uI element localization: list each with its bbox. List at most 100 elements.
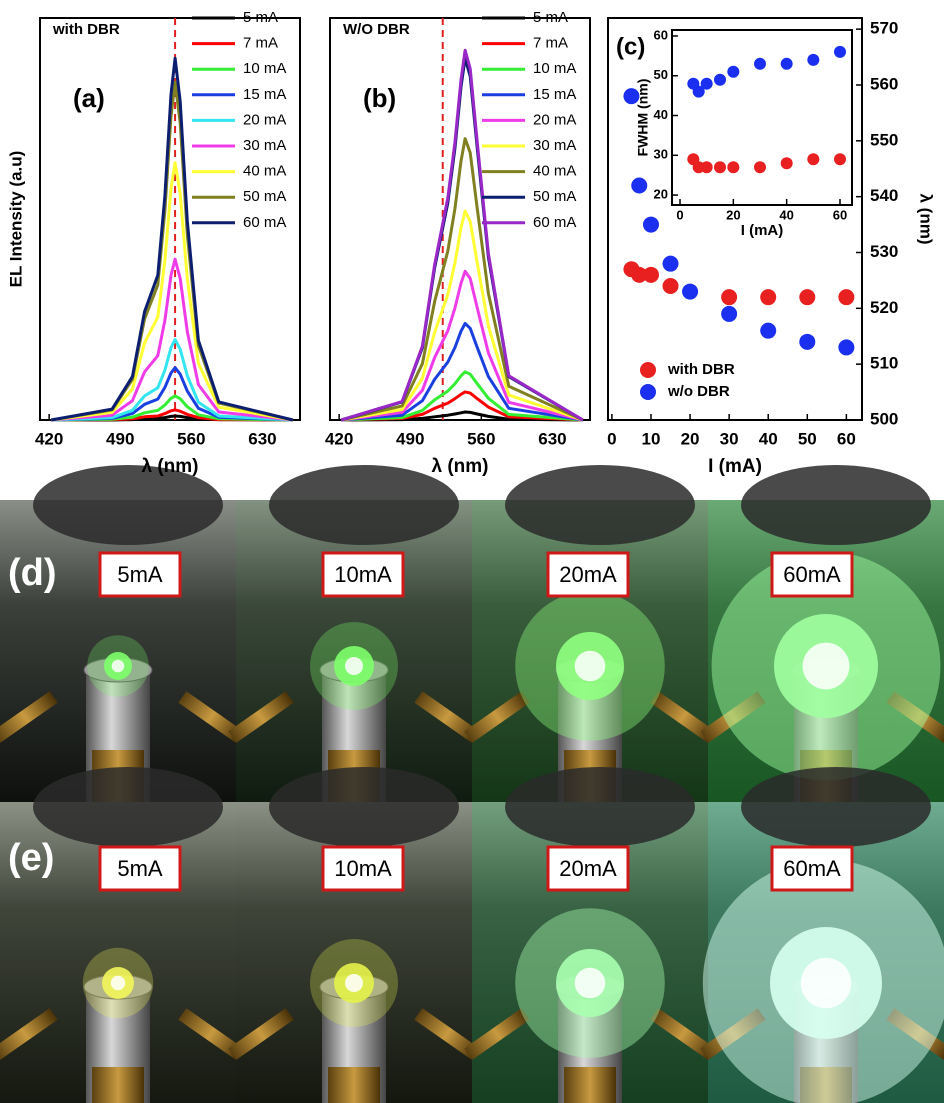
current-label: 5mA bbox=[117, 856, 163, 881]
panel-label: (c) bbox=[616, 33, 645, 60]
panel-annotation: with DBR bbox=[52, 21, 120, 38]
y-tick-label: 30 bbox=[654, 147, 668, 162]
panel-annotation: W/O DBR bbox=[343, 21, 410, 38]
x-tick-label: 30 bbox=[720, 429, 739, 448]
x-tick-label: 40 bbox=[759, 429, 778, 448]
lens-housing bbox=[505, 465, 695, 545]
y-axis-label: FWHM (nm) bbox=[635, 79, 651, 157]
data-point bbox=[760, 289, 776, 305]
data-point bbox=[643, 217, 659, 233]
brass-mount bbox=[328, 1067, 380, 1103]
data-point bbox=[754, 58, 766, 70]
data-point bbox=[799, 289, 815, 305]
data-point bbox=[714, 74, 726, 86]
glow-core bbox=[345, 974, 363, 992]
y-tick-label: 500 bbox=[870, 409, 898, 428]
panel-label: (e) bbox=[8, 837, 54, 879]
data-point bbox=[760, 323, 776, 339]
brass-mount bbox=[92, 1067, 144, 1103]
x-axis-label: λ (nm) bbox=[432, 456, 489, 477]
current-label: 10mA bbox=[334, 562, 392, 587]
data-point bbox=[643, 267, 659, 283]
panel-label: (a) bbox=[73, 83, 105, 113]
legend-label: 7 mA bbox=[243, 35, 278, 52]
x-tick-label: 420 bbox=[325, 429, 353, 448]
legend-label: 10 mA bbox=[533, 60, 576, 77]
glow-core bbox=[575, 968, 606, 999]
current-label: 20mA bbox=[559, 856, 617, 881]
data-point bbox=[701, 78, 713, 90]
data-point bbox=[663, 278, 679, 294]
y-tick-label: 40 bbox=[654, 107, 668, 122]
x-tick-label: 20 bbox=[681, 429, 700, 448]
data-point bbox=[682, 284, 698, 300]
legend-label: 30 mA bbox=[533, 137, 576, 154]
figure: 5mA10mA20mA60mA(d)5mA10mA20mA60mA(e)4204… bbox=[0, 0, 944, 1103]
data-point bbox=[834, 153, 846, 165]
x-tick-label: 490 bbox=[396, 429, 424, 448]
x-tick-label: 490 bbox=[106, 429, 134, 448]
x-tick-label: 630 bbox=[248, 429, 276, 448]
x-tick-label: 560 bbox=[467, 429, 495, 448]
legend-label: 50 mA bbox=[243, 188, 286, 205]
legend-label: 50 mA bbox=[533, 188, 576, 205]
current-label: 10mA bbox=[334, 856, 392, 881]
legend-label: 5 mA bbox=[243, 9, 278, 26]
x-tick-label: 40 bbox=[779, 207, 793, 222]
panel-label: (d) bbox=[8, 552, 57, 594]
current-label: 60mA bbox=[783, 856, 841, 881]
glow-core bbox=[803, 643, 850, 690]
x-tick-label: 630 bbox=[538, 429, 566, 448]
data-point bbox=[838, 339, 854, 355]
legend-label: 40 mA bbox=[533, 163, 576, 180]
x-tick-label: 60 bbox=[833, 207, 847, 222]
y-tick-label: 530 bbox=[870, 242, 898, 261]
legend-label: 7 mA bbox=[533, 35, 568, 52]
x-tick-label: 60 bbox=[837, 429, 856, 448]
data-point bbox=[727, 66, 739, 78]
legend-label: w/o DBR bbox=[667, 383, 730, 400]
x-tick-label: 560 bbox=[177, 429, 205, 448]
glow-core bbox=[801, 958, 851, 1008]
legend-label: 20 mA bbox=[243, 111, 286, 128]
data-point bbox=[714, 161, 726, 173]
glow-core bbox=[111, 976, 125, 990]
legend-label: 40 mA bbox=[243, 163, 286, 180]
data-point bbox=[807, 153, 819, 165]
lens-housing bbox=[741, 767, 931, 847]
data-point bbox=[721, 306, 737, 322]
lens-housing bbox=[505, 767, 695, 847]
legend-marker bbox=[640, 384, 656, 400]
lens-housing bbox=[741, 465, 931, 545]
legend-marker bbox=[640, 362, 656, 378]
x-axis-label: I (mA) bbox=[708, 456, 762, 477]
y-tick-label: 540 bbox=[870, 186, 898, 205]
legend-label: 10 mA bbox=[243, 60, 286, 77]
y-tick-label: 50 bbox=[654, 67, 668, 82]
legend-label: 15 mA bbox=[243, 86, 286, 103]
panel-label: (b) bbox=[363, 83, 396, 113]
legend-label: 20 mA bbox=[533, 111, 576, 128]
x-axis-label: λ (nm) bbox=[142, 456, 199, 477]
current-label: 5mA bbox=[117, 562, 163, 587]
data-point bbox=[781, 58, 793, 70]
x-tick-label: 50 bbox=[798, 429, 817, 448]
x-axis-label: I (mA) bbox=[741, 222, 784, 239]
lens-housing bbox=[269, 465, 459, 545]
data-point bbox=[834, 46, 846, 58]
x-tick-label: 20 bbox=[726, 207, 740, 222]
y-tick-label: 520 bbox=[870, 298, 898, 317]
legend-label: 15 mA bbox=[533, 86, 576, 103]
y-axis-label: EL Intensity (a.u) bbox=[6, 151, 25, 288]
plot-frame bbox=[672, 30, 852, 205]
y-tick-label: 20 bbox=[654, 186, 668, 201]
x-tick-label: 0 bbox=[676, 207, 683, 222]
data-point bbox=[838, 289, 854, 305]
data-point bbox=[701, 161, 713, 173]
x-tick-label: 10 bbox=[642, 429, 661, 448]
y-tick-label: 560 bbox=[870, 74, 898, 93]
brass-mount bbox=[564, 1067, 616, 1103]
x-tick-label: 0 bbox=[607, 429, 616, 448]
data-point bbox=[807, 54, 819, 66]
glow-core bbox=[345, 657, 363, 675]
